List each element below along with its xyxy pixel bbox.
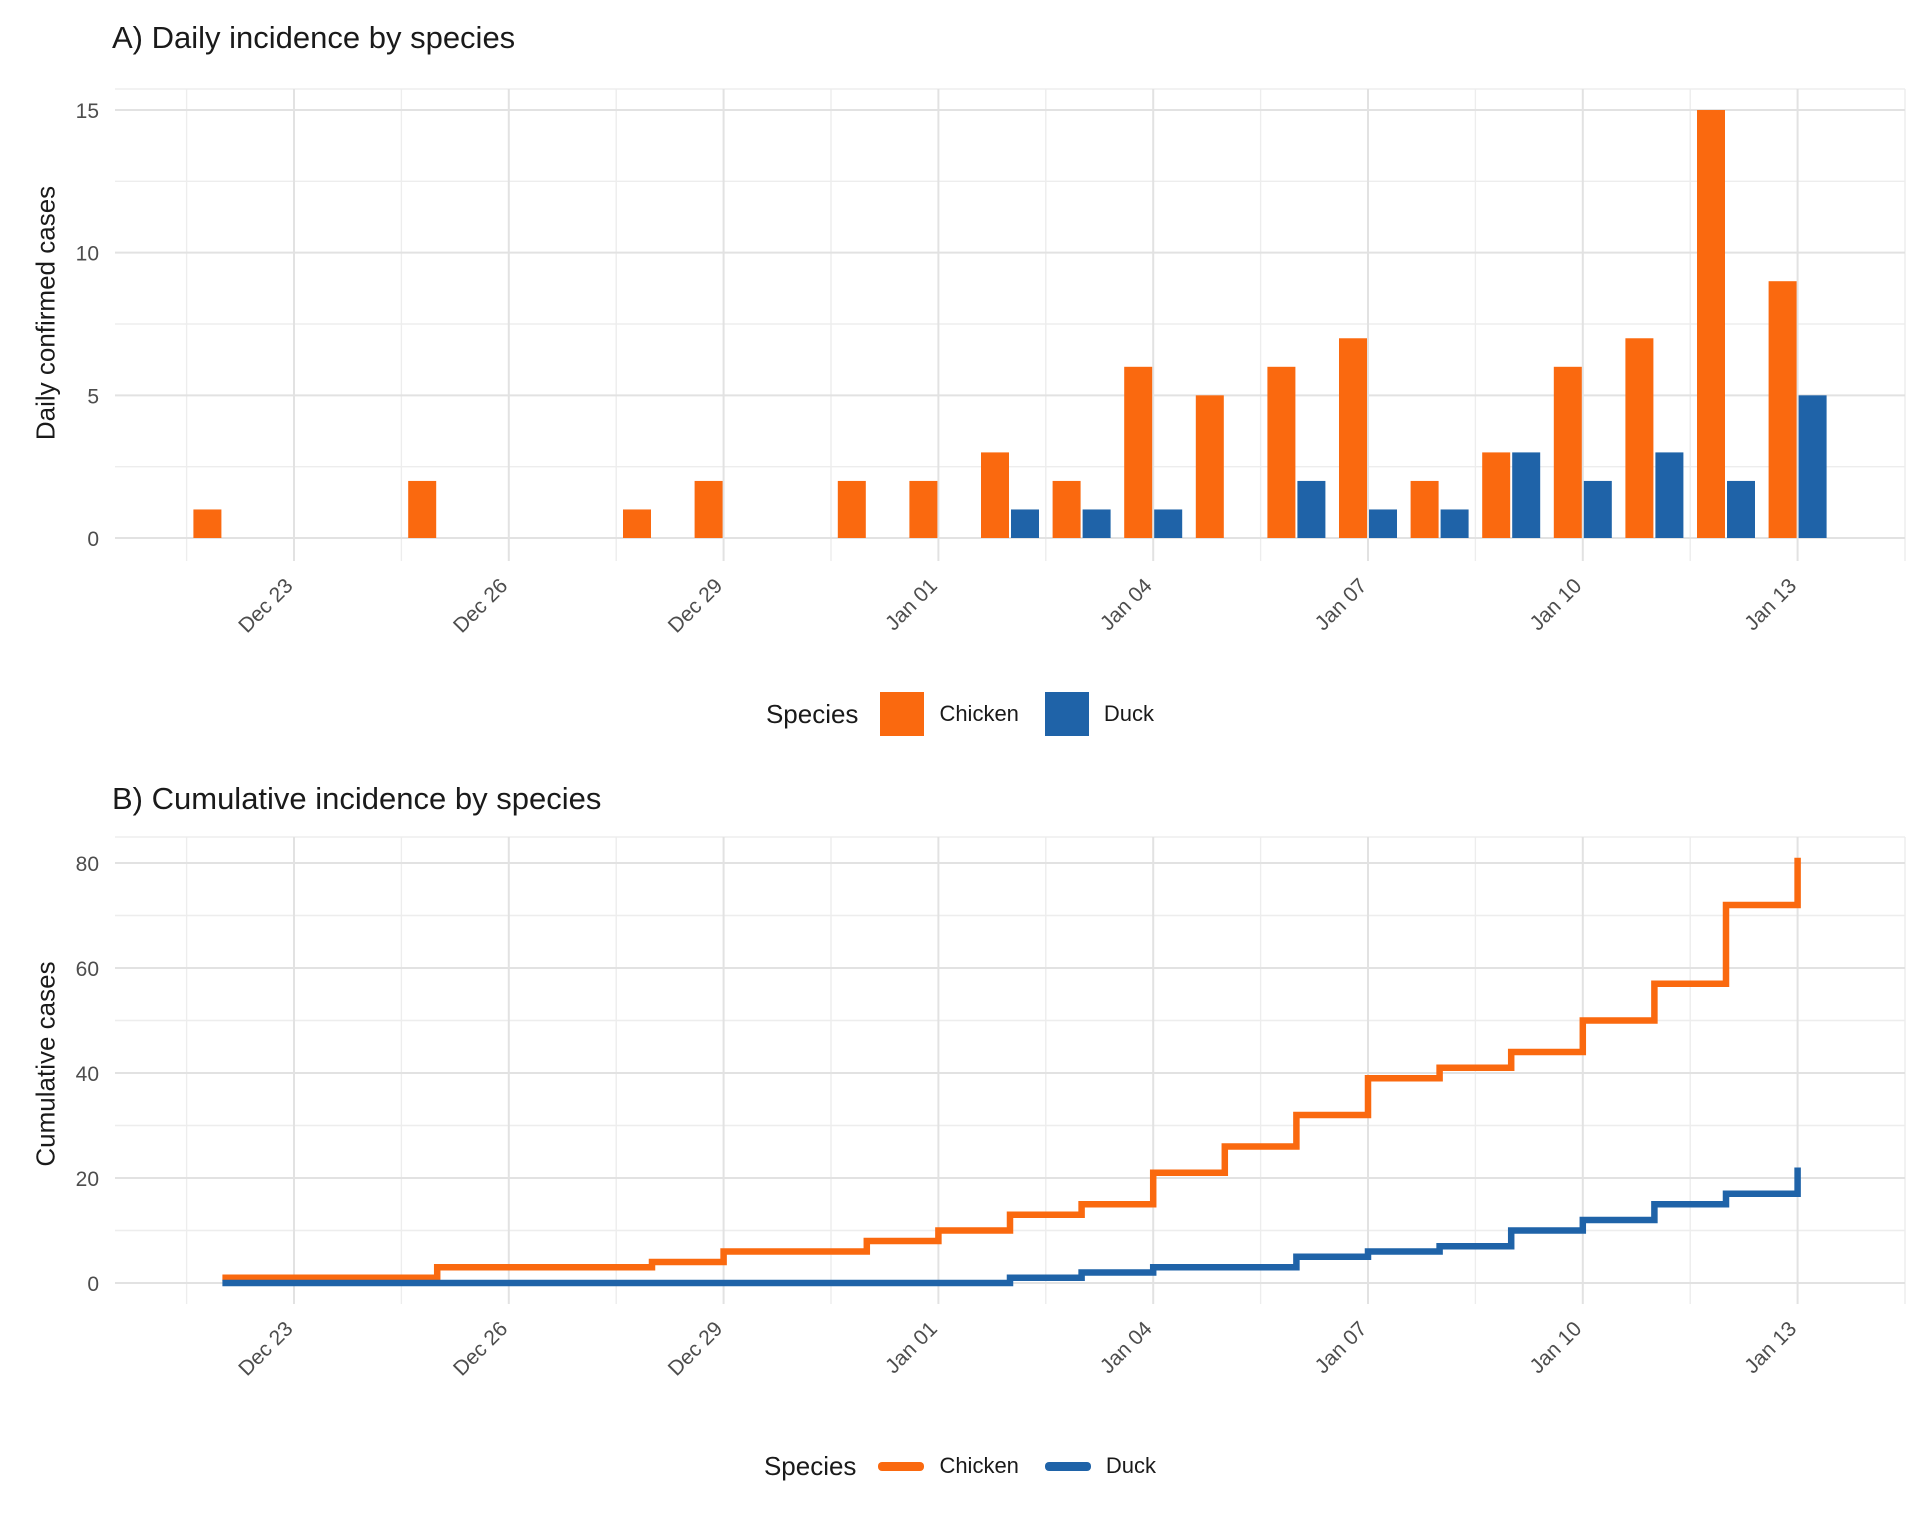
bar-chicken-dec-29 xyxy=(694,480,723,538)
panel-b-plot: 0 20 40 60 80 Dec 23 Dec 26 Dec 29 Jan 01 Jan 04 J… xyxy=(76,836,1906,1381)
legend-item-chicken: Chicken xyxy=(880,692,1019,736)
bar-chicken-jan-02 xyxy=(981,452,1009,538)
panel-a-title: A) Daily incidence by species xyxy=(112,20,516,55)
bar-chicken-dec-31 xyxy=(837,480,866,538)
bar-chicken-jan-08 xyxy=(1410,480,1439,538)
y-tick-label: 10 xyxy=(76,243,99,266)
x-tick-label: Jan 10 xyxy=(1525,574,1586,635)
x-tick-label: Jan 01 xyxy=(881,574,942,635)
bar-duck-jan-13 xyxy=(1798,395,1827,538)
x-tick-label: Dec 26 xyxy=(449,1317,512,1380)
duck-color-swatch xyxy=(1044,692,1089,736)
panel-b-title: B) Cumulative incidence by species xyxy=(112,781,602,816)
y-tick-label: 80 xyxy=(76,853,99,876)
bar-chicken-jan-06 xyxy=(1267,366,1296,538)
bar-duck-jan-12 xyxy=(1727,480,1755,538)
bar-chicken-dec-22 xyxy=(193,509,222,538)
y-tick-label: 60 xyxy=(76,958,99,981)
x-tick-label: Dec 23 xyxy=(234,574,297,637)
bar-chicken-jan-10 xyxy=(1553,366,1582,538)
x-tick-label: Jan 10 xyxy=(1525,1317,1586,1378)
x-tick-label: Dec 29 xyxy=(664,574,727,637)
x-tick-label: Jan 13 xyxy=(1740,1317,1801,1378)
bar-duck-jan-06 xyxy=(1297,480,1326,538)
x-tick-label: Jan 07 xyxy=(1311,1317,1372,1378)
y-tick-label: 40 xyxy=(76,1063,99,1086)
bar-duck-jan-10 xyxy=(1583,480,1612,538)
panel-a-y-axis-title: Daily confirmed cases xyxy=(30,185,61,441)
bar-chicken-dec-25 xyxy=(408,480,437,538)
legend-item-duck: Duck xyxy=(1044,692,1155,736)
legend-item-duck: Duck xyxy=(1044,1453,1157,1479)
legend-label-duck: Duck xyxy=(1105,1453,1157,1478)
bar-chicken-jan-07 xyxy=(1339,338,1367,538)
x-tick-label: Jan 04 xyxy=(1096,1317,1157,1378)
x-tick-label: Jan 07 xyxy=(1311,574,1372,635)
bar-duck-jan-07 xyxy=(1369,509,1397,538)
bar-chicken-jan-04 xyxy=(1124,366,1153,538)
x-tick-label: Dec 29 xyxy=(664,1317,727,1380)
x-tick-label: Jan 01 xyxy=(881,1317,942,1378)
bar-chicken-jan-05 xyxy=(1195,395,1224,538)
bar-chicken-jan-09 xyxy=(1482,452,1511,538)
x-tick-label: Dec 23 xyxy=(234,1317,297,1380)
bar-duck-jan-02 xyxy=(1011,509,1039,538)
bar-chicken-jan-12 xyxy=(1697,110,1725,538)
y-tick-label: 5 xyxy=(87,385,99,408)
y-tick-label: 0 xyxy=(87,1273,99,1296)
chicken-line-swatch xyxy=(878,1461,925,1471)
panel-a-plot: 0 5 10 15 Dec 23 Dec 26 Dec 29 Jan 01 Jan 04 Jan … xyxy=(76,88,1906,638)
chicken-color-swatch xyxy=(880,692,925,736)
step-line-duck xyxy=(222,1167,1801,1287)
legend-title: Species xyxy=(765,698,859,729)
bar-duck-jan-09 xyxy=(1512,452,1541,538)
bar-chicken-jan-13 xyxy=(1768,281,1797,538)
bar-duck-jan-11 xyxy=(1655,452,1684,538)
legend-item-chicken: Chicken xyxy=(878,1453,1019,1479)
duck-line-swatch xyxy=(1044,1461,1091,1471)
bar-chicken-jan-01 xyxy=(909,480,938,538)
y-tick-label: 20 xyxy=(76,1168,99,1191)
legend-label-chicken: Chicken xyxy=(939,701,1019,726)
legend-title: Species xyxy=(763,1450,857,1481)
bar-duck-jan-03 xyxy=(1082,509,1111,538)
panel-a-legend: Species Chicken Duck xyxy=(0,690,1920,738)
x-tick-label: Dec 26 xyxy=(449,574,512,637)
x-tick-label: Jan 13 xyxy=(1740,574,1801,635)
bar-chicken-jan-11 xyxy=(1625,338,1654,538)
panel-b-y-axis-title: Cumulative cases xyxy=(30,961,61,1167)
step-line-chicken xyxy=(222,857,1801,1281)
bar-duck-jan-08 xyxy=(1440,509,1469,538)
y-tick-label: 0 xyxy=(87,528,99,551)
bar-chicken-dec-28 xyxy=(623,509,651,538)
y-tick-label: 15 xyxy=(76,100,99,123)
legend-label-chicken: Chicken xyxy=(939,1453,1019,1478)
bar-duck-jan-04 xyxy=(1154,509,1183,538)
bar-chicken-jan-03 xyxy=(1052,480,1081,538)
panel-b-legend: Species Chicken Duck xyxy=(0,1442,1920,1490)
x-tick-label: Jan 04 xyxy=(1096,574,1157,635)
legend-label-duck: Duck xyxy=(1103,701,1155,726)
